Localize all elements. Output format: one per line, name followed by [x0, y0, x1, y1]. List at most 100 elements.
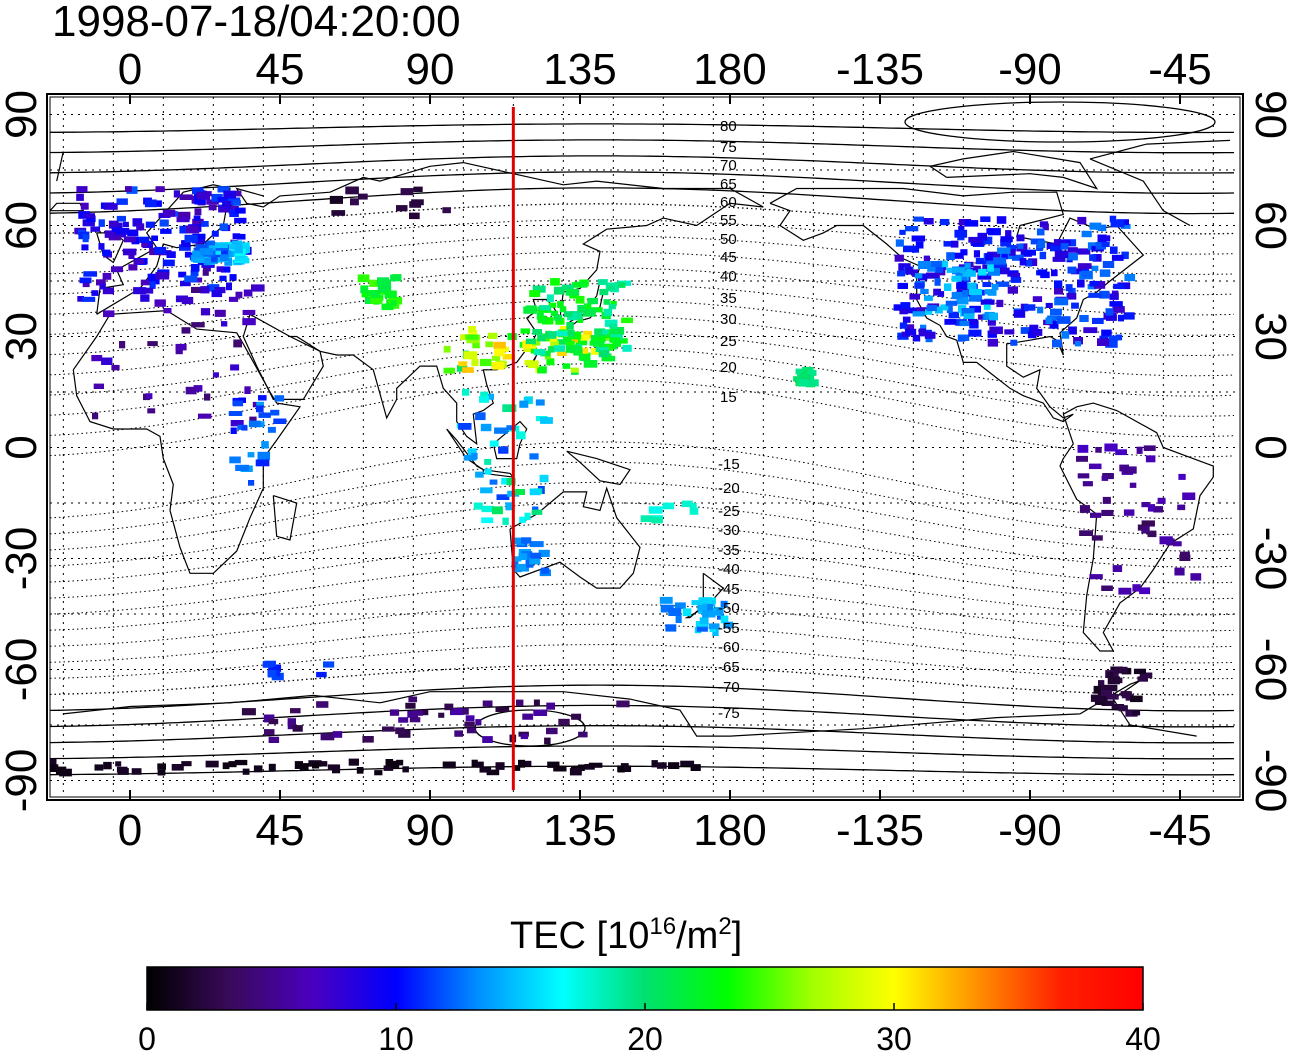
left-lat-tick-label: 0	[0, 435, 46, 459]
tec-cell	[584, 303, 592, 310]
maglat-label: -45	[718, 581, 740, 598]
tec-cell	[925, 309, 933, 315]
tec-cell	[484, 468, 492, 475]
tec-cell	[1109, 215, 1117, 223]
maglat-label: 20	[720, 359, 737, 376]
tec-cell	[578, 731, 588, 738]
tec-cell	[1079, 315, 1089, 322]
tec-cell	[1120, 691, 1132, 697]
tec-cell	[1054, 250, 1069, 259]
right-lat-tick-label: 60	[1246, 201, 1292, 250]
maglat-label: 45	[720, 249, 737, 266]
tec-cell	[599, 288, 609, 296]
tec-cell	[442, 761, 456, 769]
tec-cell	[550, 278, 560, 286]
tec-cell	[147, 408, 156, 414]
tec-cell	[1093, 281, 1106, 289]
tec-cell	[640, 515, 652, 523]
tec-cell	[660, 604, 674, 613]
tec-cell	[967, 318, 978, 325]
bottom-lon-tick-label: 135	[543, 806, 616, 855]
maglat-label: 55	[720, 212, 737, 229]
tec-cell	[77, 296, 84, 302]
tec-cell	[1074, 340, 1082, 347]
tec-cell	[274, 395, 285, 402]
tec-cell	[621, 317, 633, 324]
tec-cell	[1157, 497, 1166, 504]
tec-cell	[930, 261, 943, 267]
tec-cell	[1079, 505, 1090, 513]
tec-cell	[226, 282, 232, 291]
tec-cell	[238, 397, 246, 403]
tec-cell	[198, 413, 212, 419]
tec-cell	[920, 324, 927, 332]
tec-cell	[522, 340, 531, 349]
top-lon-tick-label: 0	[118, 45, 142, 94]
tec-cell	[116, 198, 128, 205]
coastline	[446, 428, 484, 471]
tec-cell	[217, 186, 230, 193]
tec-cell	[556, 350, 567, 356]
tec-cell	[916, 307, 928, 315]
tec-cell	[546, 727, 558, 735]
tec-cell	[1028, 258, 1038, 266]
tec-cell	[575, 339, 588, 346]
tec-cell	[525, 338, 536, 345]
tec-cell	[323, 661, 335, 668]
tec-cell	[964, 262, 971, 269]
tec-cell	[995, 281, 1010, 287]
tec-cell	[657, 762, 667, 769]
tec-cell	[82, 281, 90, 288]
tec-cell	[178, 271, 187, 278]
tec-cell	[1011, 254, 1024, 261]
tec-cell	[1077, 473, 1090, 479]
tec-cell	[1118, 587, 1132, 595]
coastline	[50, 202, 85, 212]
tec-cell	[946, 306, 953, 313]
tec-cell	[473, 502, 483, 510]
tec-cell	[176, 216, 190, 223]
tec-cell	[191, 322, 205, 328]
tec-cell	[175, 343, 187, 351]
maglat-label: -20	[718, 480, 740, 497]
tec-cell	[918, 328, 926, 337]
tec-cell	[651, 516, 663, 524]
tec-cell	[511, 556, 522, 562]
colorbar-tick-label: 0	[138, 1021, 156, 1057]
tec-cell	[1178, 473, 1186, 480]
tec-cell	[614, 282, 626, 288]
tec-cell	[998, 267, 1010, 275]
tec-cell	[1179, 551, 1190, 560]
tec-cell	[147, 273, 159, 281]
tec-cell	[382, 726, 395, 732]
tec-cell	[458, 423, 472, 430]
tec-cell	[385, 759, 394, 767]
tec-cell	[374, 770, 383, 776]
left-lat-tick-label: 30	[0, 312, 46, 361]
tec-cell	[181, 327, 191, 334]
tec-cell	[348, 758, 359, 766]
tec-cell	[902, 316, 911, 323]
tec-cell	[662, 502, 675, 510]
tec-cell	[491, 355, 501, 361]
tec-cell	[1117, 314, 1124, 322]
tec-cell	[1098, 680, 1105, 686]
tec-cell	[959, 320, 970, 327]
tec-cell	[1089, 574, 1103, 580]
tec-cell	[465, 715, 475, 722]
tec-cell	[593, 341, 605, 347]
tec-cell	[160, 228, 172, 234]
tec-cell	[482, 700, 493, 707]
tec-cell	[622, 344, 632, 352]
tec-cell	[708, 623, 720, 630]
tec-cell	[963, 313, 975, 319]
tec-cell	[154, 299, 166, 307]
tec-cell	[944, 318, 957, 325]
tec-cell	[1136, 446, 1143, 454]
tec-cell	[181, 296, 194, 305]
tec-cell	[248, 480, 255, 486]
bottom-lon-tick-label: -45	[1148, 806, 1212, 855]
tec-cell	[233, 339, 242, 348]
tec-cell	[915, 241, 924, 249]
tec-cell	[377, 285, 392, 293]
